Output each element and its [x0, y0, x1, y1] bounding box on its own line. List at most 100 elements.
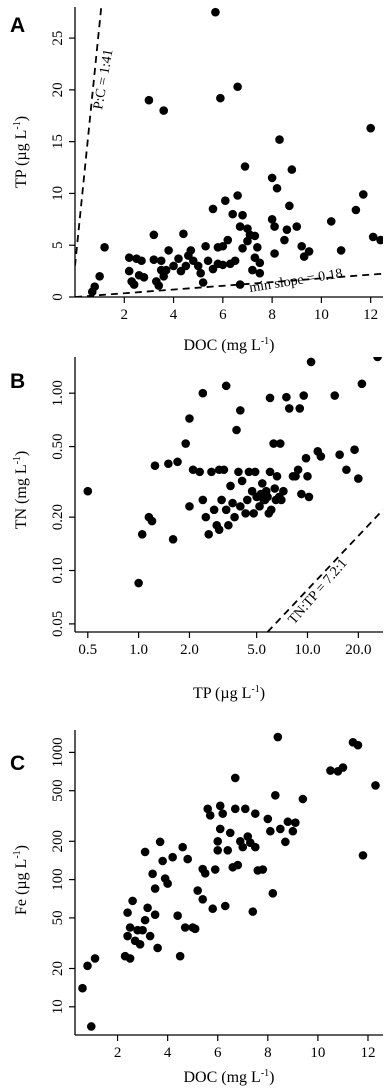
data-point	[181, 439, 190, 448]
data-point	[273, 732, 283, 742]
y-tick-label: 20	[50, 82, 66, 97]
data-point	[297, 241, 306, 251]
data-point	[124, 266, 134, 276]
data-point	[288, 826, 298, 836]
data-point	[208, 204, 218, 214]
data-point	[366, 123, 375, 133]
data-point	[128, 896, 137, 906]
x-tick-label: 4	[164, 1045, 172, 1061]
x-axis-label: DOC (mg L-1)	[184, 1068, 275, 1086]
y-tick-label: 0	[50, 293, 66, 301]
data-point	[258, 865, 268, 874]
data-point	[266, 826, 275, 836]
x-tick-label: 5.0	[247, 642, 266, 658]
data-point	[150, 884, 160, 893]
data-point	[219, 465, 229, 475]
data-point	[250, 467, 260, 477]
data-point	[221, 196, 230, 205]
data-point	[376, 235, 383, 245]
y-tick-label: 200	[50, 830, 66, 853]
data-point	[297, 489, 306, 499]
data-point	[232, 425, 241, 435]
data-point	[304, 247, 314, 256]
data-point	[174, 254, 183, 263]
reference-line	[75, 272, 383, 297]
data-point	[357, 379, 367, 389]
data-point	[240, 162, 250, 171]
data-point	[342, 465, 351, 475]
data-point	[144, 95, 154, 105]
reference-line-label: TN:TP = 7.2:1	[286, 556, 351, 627]
y-tick-label: 25	[50, 31, 66, 46]
data-point	[145, 931, 155, 941]
data-point	[159, 106, 169, 115]
data-point	[235, 222, 245, 231]
data-point	[306, 357, 316, 367]
data-point	[198, 388, 208, 398]
data-point	[295, 404, 305, 413]
data-point	[228, 209, 237, 219]
data-point	[210, 865, 220, 874]
data-point	[211, 7, 220, 17]
data-point	[204, 530, 213, 539]
data-point	[230, 804, 240, 814]
data-point	[358, 190, 368, 199]
data-point	[225, 828, 235, 838]
data-point	[283, 817, 293, 827]
data-point	[301, 453, 311, 463]
data-point	[201, 241, 210, 251]
data-point	[272, 471, 282, 481]
data-point	[250, 842, 260, 852]
data-point	[336, 246, 346, 255]
data-point	[238, 210, 247, 220]
data-point	[241, 509, 250, 518]
data-point	[178, 842, 187, 852]
data-point	[137, 530, 147, 539]
data-point	[255, 258, 265, 268]
x-tick-label: 10	[310, 1045, 325, 1061]
data-point	[358, 851, 368, 860]
data-point	[228, 498, 237, 508]
x-tick-label: 10	[314, 307, 329, 323]
data-point	[244, 467, 254, 477]
x-axis-label: TP (µg L-1)	[193, 684, 265, 702]
y-tick-label: 0.50	[50, 433, 66, 459]
data-point	[173, 911, 182, 921]
data-point	[255, 268, 265, 278]
data-point	[205, 811, 215, 820]
data-point	[330, 391, 340, 400]
data-point	[276, 824, 285, 834]
data-point	[238, 244, 247, 253]
data-point	[216, 93, 225, 103]
data-point	[123, 908, 132, 917]
panel-letter: B	[10, 370, 25, 393]
data-point	[303, 471, 312, 481]
data-point	[233, 82, 242, 92]
x-tick-label: 10.0	[294, 642, 320, 658]
data-point	[125, 923, 135, 932]
data-point	[193, 886, 202, 895]
data-point	[90, 282, 100, 291]
data-point	[148, 869, 157, 879]
data-point	[181, 261, 191, 271]
data-point	[129, 280, 139, 289]
data-point	[233, 860, 243, 870]
data-point	[351, 205, 361, 215]
data-point	[292, 222, 302, 231]
data-point	[235, 406, 245, 415]
data-point	[213, 845, 223, 855]
data-point	[195, 467, 205, 477]
data-point	[234, 467, 243, 477]
data-point	[266, 505, 276, 515]
x-tick-label: 2	[121, 307, 129, 323]
x-axis-label: DOC (mg L-1)	[184, 336, 275, 354]
data-point	[267, 173, 277, 183]
data-point	[214, 525, 224, 534]
data-point	[249, 509, 258, 518]
data-point	[175, 951, 185, 961]
y-tick-label: 15	[50, 134, 66, 149]
data-point	[250, 809, 260, 818]
data-point	[255, 502, 264, 511]
data-point	[161, 265, 171, 275]
data-point	[267, 215, 277, 224]
